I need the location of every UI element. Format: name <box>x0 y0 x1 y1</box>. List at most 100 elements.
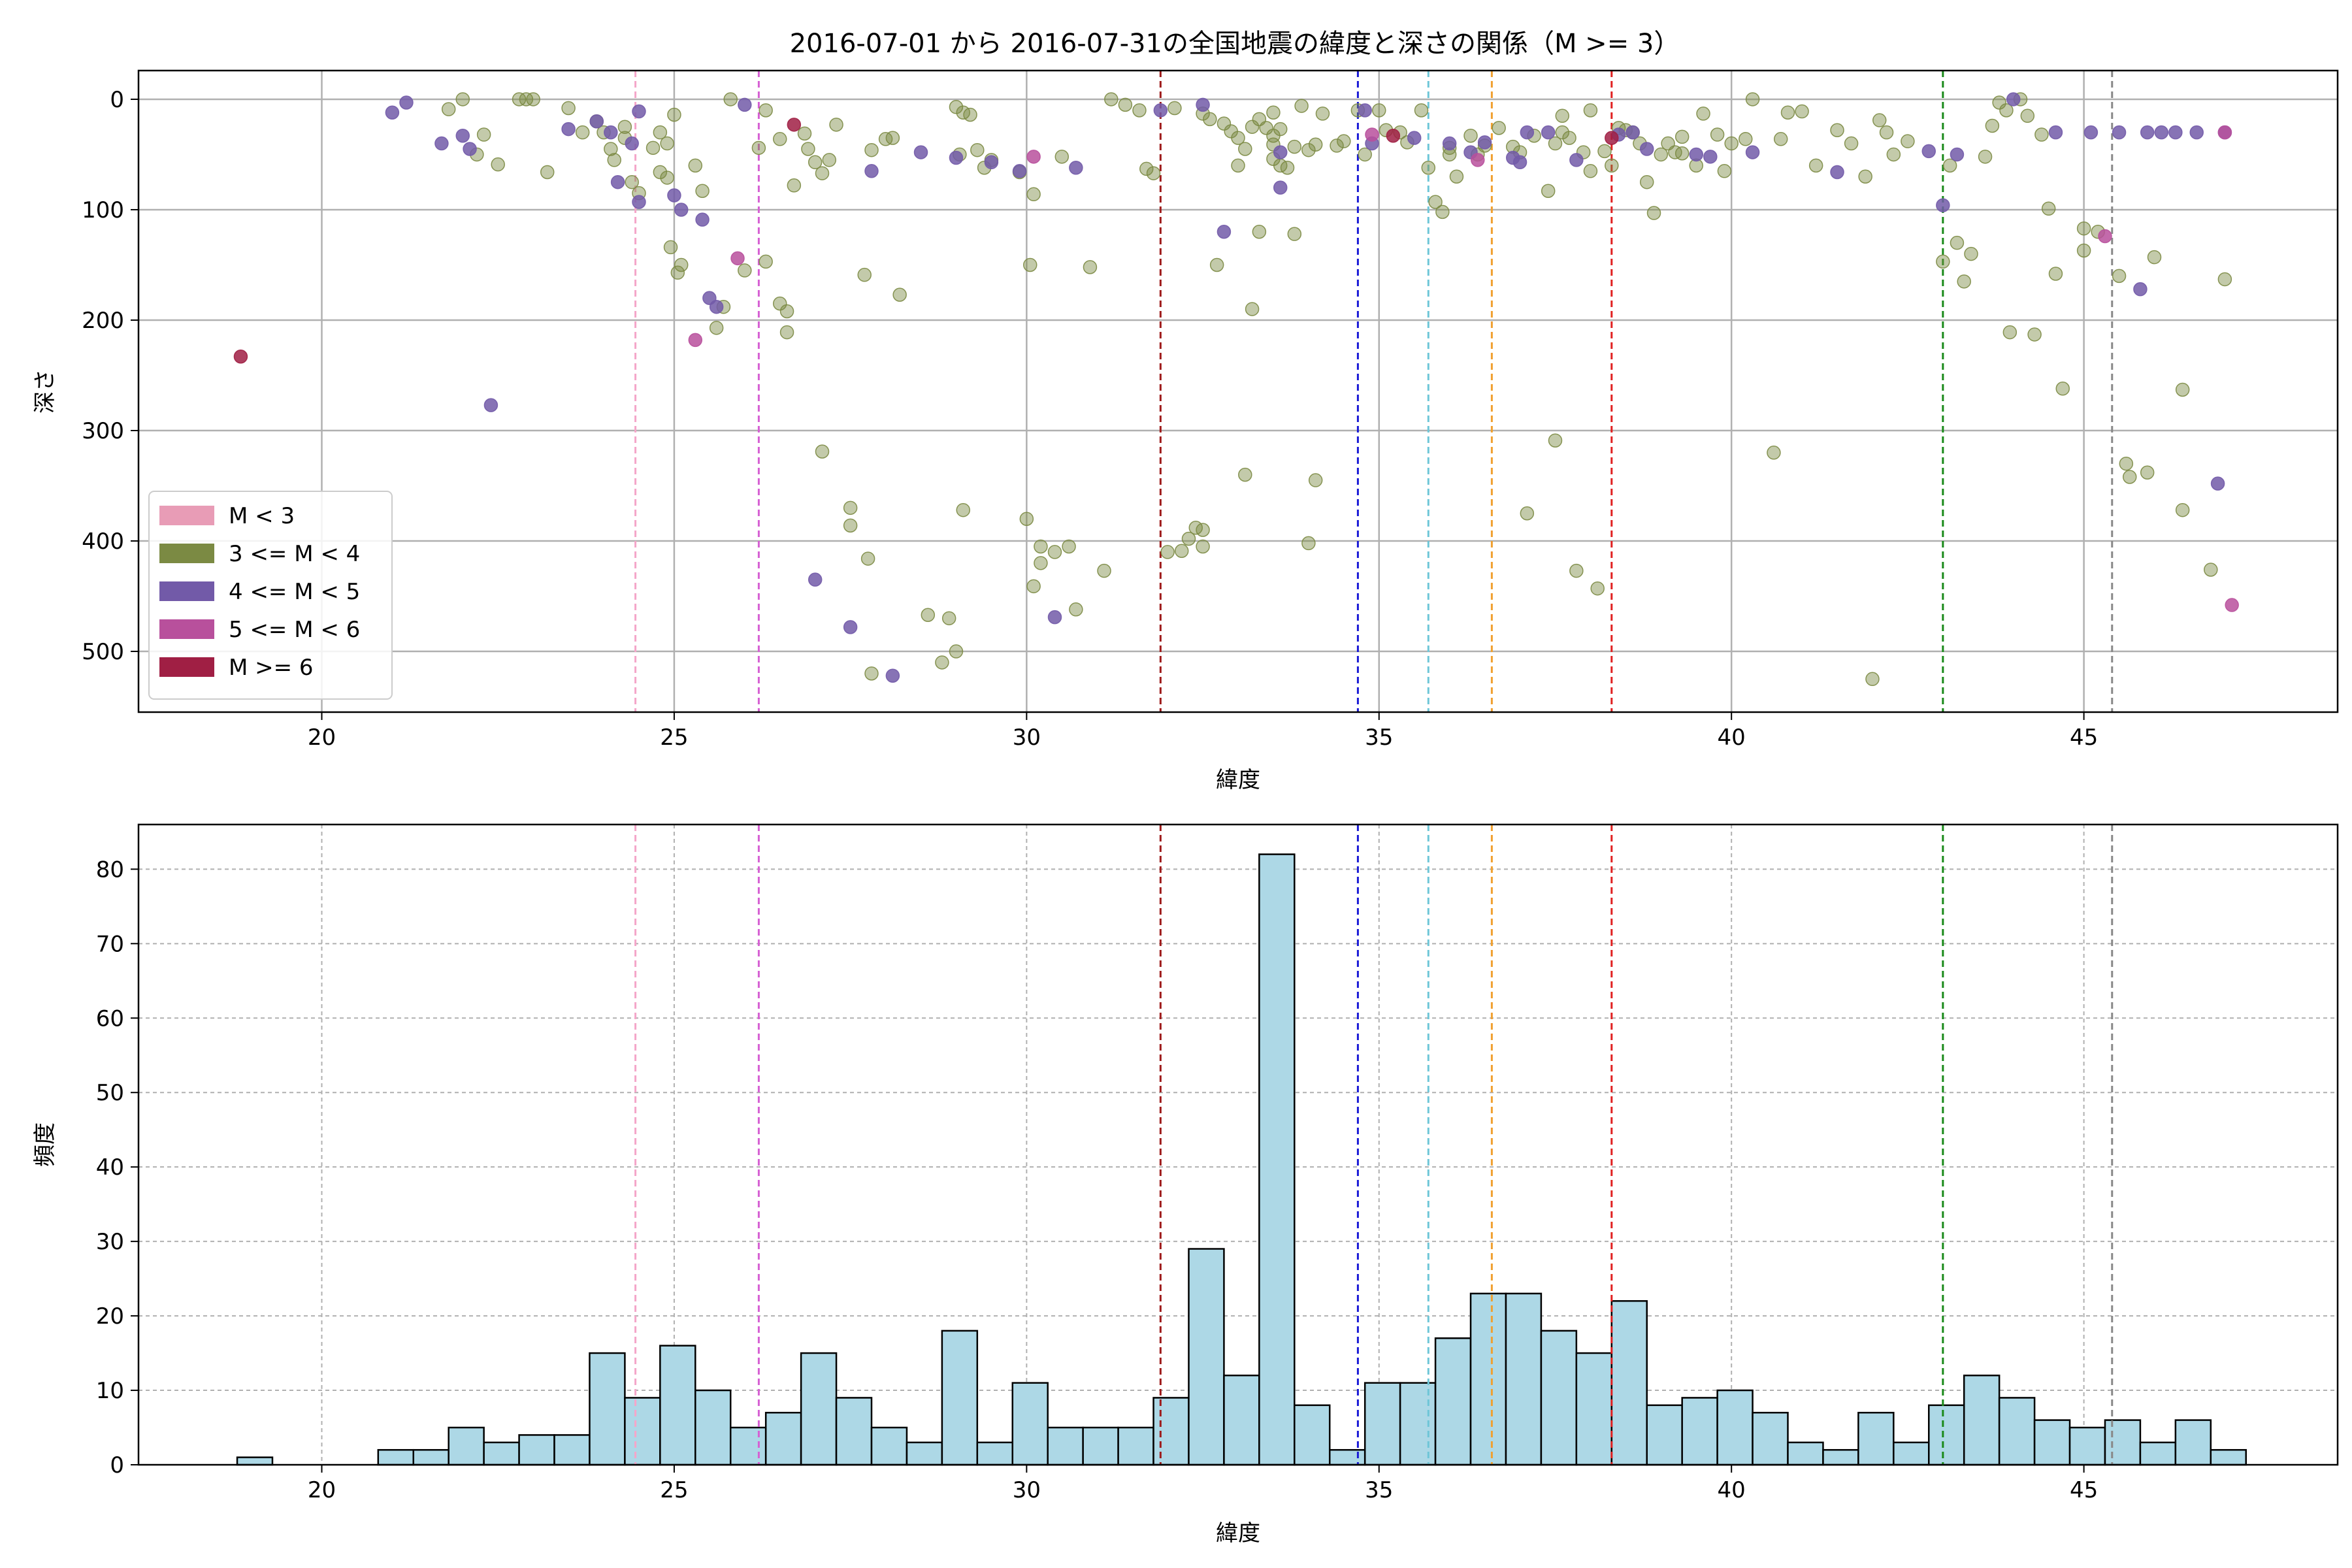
histogram-y-axis-label: 頻度 <box>32 1122 58 1167</box>
histogram-bar <box>2210 1448 2247 1466</box>
scatter-point <box>1245 120 1260 134</box>
scatter-point <box>1022 257 1037 272</box>
scatter-point <box>491 157 505 172</box>
scatter-point <box>1590 581 1605 596</box>
scatter-point <box>1569 563 1584 578</box>
scatter-point <box>1492 121 1506 135</box>
scatter-point <box>1767 446 1781 460</box>
histogram-bar <box>800 1352 838 1466</box>
histogram-bar <box>729 1426 767 1466</box>
scatter-point <box>1160 545 1175 559</box>
histogram-bar <box>659 1345 696 1466</box>
scatter-point <box>949 100 964 114</box>
scatter-point <box>610 174 625 189</box>
scatter-point <box>483 398 498 412</box>
scatter-point <box>645 140 661 155</box>
scatter-point <box>1449 169 1464 184</box>
scatter-point <box>1294 99 1309 113</box>
scatter-x-tick-label: 45 <box>2070 725 2098 751</box>
scatter-point <box>1541 184 1556 198</box>
scatter-point <box>1146 166 1161 180</box>
scatter-point <box>1280 160 1295 175</box>
histogram-bar <box>1822 1448 1859 1466</box>
scatter-point <box>885 668 900 683</box>
scatter-point <box>540 165 555 180</box>
scatter-point <box>829 118 843 132</box>
histogram-bar <box>1575 1352 1613 1466</box>
histogram-bar <box>236 1456 274 1466</box>
scatter-point <box>1238 467 1252 482</box>
scatter-point <box>1724 136 1739 151</box>
histogram-bar <box>1188 1248 1225 1466</box>
scatter-point <box>1703 150 1718 164</box>
scatter-point <box>617 120 632 134</box>
scatter-point <box>2133 282 2148 297</box>
scatter-point <box>2217 125 2232 140</box>
legend-label: 5 <= M < 6 <box>229 617 360 643</box>
scatter-point <box>921 608 936 623</box>
scatter-point <box>1337 134 1351 148</box>
scatter-point <box>1668 145 1682 159</box>
scatter-point <box>709 299 724 314</box>
scatter-y-tick-label: 500 <box>82 639 124 665</box>
scatter-point <box>843 518 858 533</box>
histogram-bar <box>1223 1375 1260 1466</box>
scatter-x-tick-label: 30 <box>1013 725 1041 751</box>
histogram-y-tick-label: 10 <box>96 1378 124 1404</box>
scatter-point <box>779 325 794 340</box>
histogram-panel: 20 25 30 35 40 45 0 10 20 30 40 50 60 70 80 緯度 頻度 <box>32 823 2339 1546</box>
scatter-y-axis-label: 深さ <box>32 369 58 414</box>
histogram-bar <box>1152 1397 1190 1466</box>
scatter-legend: M < 3 3 <= M < 4 4 <= M < 5 5 <= M < 6 M >= … <box>148 491 393 700</box>
histogram-bar <box>448 1426 485 1466</box>
histogram-x-tick-label: 20 <box>308 1477 336 1503</box>
scatter-point <box>843 620 858 634</box>
scatter-point <box>2083 125 2099 140</box>
scatter-point <box>1287 139 1302 154</box>
scatter-point <box>1605 131 1619 145</box>
scatter-point <box>1259 121 1273 135</box>
scatter-point <box>1421 160 1436 175</box>
histogram-bar <box>1998 1397 2036 1466</box>
histogram-bar <box>976 1441 1014 1466</box>
histogram-bar <box>1752 1411 1789 1466</box>
scatter-point <box>1153 103 1168 118</box>
histogram-bar <box>1928 1404 1965 1466</box>
scatter-point <box>385 105 400 120</box>
scatter-point <box>561 101 576 116</box>
scatter-point <box>2225 598 2239 612</box>
scatter-point <box>2027 327 2042 342</box>
scatter-point <box>1548 136 1563 151</box>
scatter-point <box>1414 103 1429 118</box>
histogram-y-tick-label: 40 <box>96 1154 124 1181</box>
scatter-point <box>1196 97 1210 112</box>
histogram-bar <box>1610 1300 1648 1466</box>
scatter-point <box>2175 382 2190 397</box>
scatter-point <box>1407 131 1422 145</box>
scatter-point <box>949 150 964 165</box>
histogram-bar <box>624 1397 661 1466</box>
scatter-point <box>1471 153 1485 167</box>
scatter-point <box>773 296 787 311</box>
scatter-point <box>1985 118 2000 133</box>
scatter-point <box>625 174 639 189</box>
histogram-x-tick-label: 35 <box>1365 1477 1393 1503</box>
scatter-point <box>913 145 928 159</box>
scatter-point <box>1104 92 1119 106</box>
scatter-point <box>476 127 491 142</box>
scatter-y-tick-label: 200 <box>82 308 124 334</box>
scatter-point <box>1139 161 1154 176</box>
scatter-x-axis-label: 緯度 <box>1216 767 1260 793</box>
scatter-point <box>1865 672 1880 687</box>
scatter-point <box>759 254 773 269</box>
scatter-frame <box>137 69 2339 713</box>
scatter-point <box>1231 131 1245 145</box>
scatter-point <box>1203 112 1217 127</box>
scatter-point <box>660 171 674 185</box>
scatter-point <box>1217 225 1232 239</box>
scatter-point <box>1238 142 1252 156</box>
scatter-point <box>1118 97 1133 112</box>
scatter-point <box>1026 150 1041 164</box>
histogram-bar <box>2139 1441 2177 1466</box>
scatter-point <box>519 92 534 106</box>
